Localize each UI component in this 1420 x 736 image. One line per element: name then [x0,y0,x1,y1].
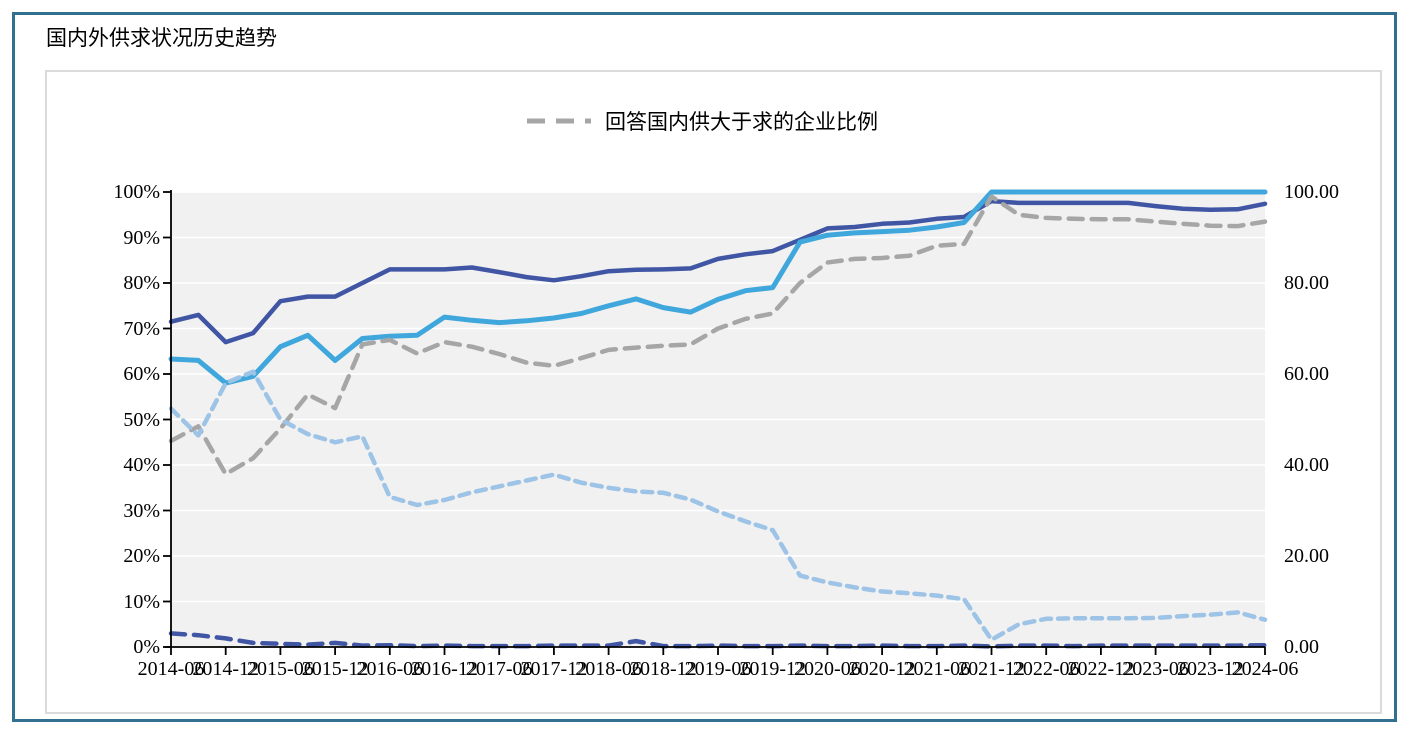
series-light-blue-solid [168,189,1268,386]
y-axis-label-right: 40.00 [1284,454,1329,476]
x-axis-label: 2019-12 [739,658,807,680]
x-axis-label: 2016-06 [356,658,424,680]
x-axis-label: 2018-12 [629,658,697,680]
x-axis-label: 2020-12 [848,658,916,680]
y-axis-label-left: 60% [123,363,160,385]
x-axis-label: 2020-06 [794,658,861,680]
y-axis-label-left: 70% [123,317,160,340]
y-axis-label-right: 80.00 [1284,272,1329,294]
y-axis-label-left: 90% [123,226,160,249]
x-axis-label: 2022-06 [1012,658,1080,680]
series-dark-blue-solid [168,198,1268,345]
y-axis-label-left: 40% [123,454,160,476]
x-axis-label: 2015-06 [247,658,314,680]
series-gray-dashed [168,194,1268,477]
x-axis-label: 2017-06 [465,658,533,680]
x-axis-label: 2019-06 [684,658,752,680]
x-axis-label: 2022-12 [1067,658,1135,680]
outer-border [12,12,1397,722]
x-axis-label: 2015-12 [301,658,369,680]
x-axis-label: 2016-12 [411,658,478,680]
y-axis-label-right: 0.00 [1284,636,1319,658]
x-axis-label: 2018-06 [575,658,642,680]
x-axis-label: 2024-06 [1231,658,1299,680]
page-title: 国内外供求状况历史趋势 [46,26,277,50]
y-axis-label-right: 20.00 [1284,545,1329,567]
y-axis-label-left: 50% [123,408,160,431]
y-axis-label-left: 20% [123,545,160,567]
legend-label: 回答国内供大于求的企业比例 [605,110,878,134]
y-axis-label-right: 60.00 [1284,363,1329,385]
legend-dash-icon [527,118,599,124]
x-axis-label: 2021-06 [903,658,971,680]
x-axis-label: 2023-06 [1122,658,1189,680]
series-light-blue-dashed [168,369,1268,642]
x-axis-label: 2017-12 [520,658,588,680]
x-axis-label: 2014-06 [137,658,205,680]
y-axis-label-left: 10% [123,590,160,613]
y-axis-label-right: 100.00 [1284,181,1339,203]
x-axis-label: 2023-12 [1176,658,1244,680]
x-axis-label: 2021-12 [958,658,1025,680]
y-axis-label-left: 30% [123,499,160,522]
y-axis-label-left: 100% [113,181,160,203]
y-axis-label-left: 80% [123,272,160,294]
series-dark-blue-dashed [168,631,1268,649]
chart-legend: 回答国内供大于求的企业比例 [525,106,878,136]
x-axis-label: 2014-12 [192,658,260,680]
y-axis-label-left: 0% [133,636,160,658]
